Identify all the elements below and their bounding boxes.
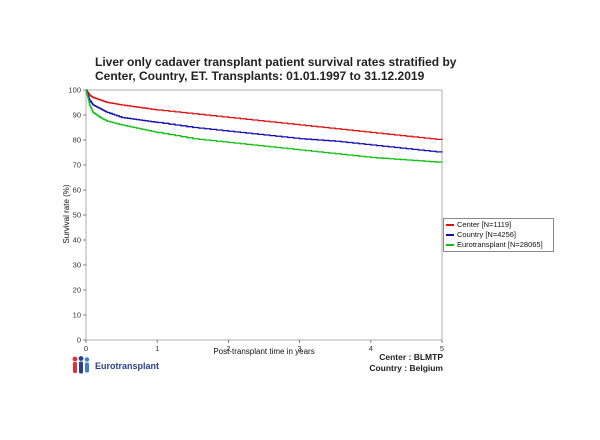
y-tick-label: 50: [73, 211, 81, 220]
logo-text: Eurotransplant: [95, 361, 160, 371]
x-tick-label: 4: [369, 344, 373, 353]
y-tick-label: 80: [73, 136, 81, 145]
y-axis-label: Survival rate (%): [62, 184, 71, 243]
y-tick-label: 40: [73, 236, 81, 245]
y-tick-label: 30: [73, 261, 81, 270]
x-tick-label: 2: [226, 344, 230, 353]
y-tick-label: 20: [73, 286, 81, 295]
legend-label-eurotransplant: Eurotransplant [N=28065]: [457, 240, 543, 249]
chart-series: [85, 89, 443, 163]
chart-footer: Center : BLMTP Country : Belgium: [369, 352, 443, 374]
people-family-icon: [72, 356, 90, 374]
legend-label-country: Country [N=4256]: [457, 230, 516, 239]
y-tick-label: 90: [73, 111, 81, 120]
series-line-1: [85, 89, 443, 153]
y-tick-label: 70: [73, 161, 81, 170]
chart-legend: Center [N=1119] Country [N=4256] Eurotra…: [443, 218, 554, 252]
footer-center: Center : BLMTP: [379, 352, 443, 362]
eurotransplant-logo: Eurotransplant: [70, 355, 159, 377]
legend-swatch-eurotransplant: [446, 244, 454, 246]
legend-swatch-center: [446, 224, 454, 226]
series-line-0: [85, 89, 443, 141]
legend-item-eurotransplant: Eurotransplant [N=28065]: [446, 240, 551, 250]
chart-title-line-1: Liver only cadaver transplant patient su…: [95, 55, 457, 69]
chart-title: Liver only cadaver transplant patient su…: [95, 55, 475, 83]
y-tick-label: 60: [73, 186, 81, 195]
x-tick-label: 3: [298, 344, 302, 353]
x-tick-label: 1: [155, 344, 159, 353]
series-line-2: [85, 89, 443, 163]
legend-swatch-country: [446, 234, 454, 236]
y-tick-label: 0: [77, 336, 81, 345]
footer-country: Country : Belgium: [369, 363, 443, 373]
legend-item-country: Country [N=4256]: [446, 230, 551, 240]
chart-axes: 0 10 20 30 40 50 60 70 80 90 100 0 1 2 3 4 5: [68, 86, 444, 354]
x-tick-label: 0: [84, 344, 88, 353]
x-tick-label: 5: [440, 344, 444, 353]
chart-title-line-2: Center, Country, ET. Transplants: 01.01.…: [95, 69, 425, 83]
y-tick-label: 10: [73, 311, 81, 320]
legend-label-center: Center [N=1119]: [457, 220, 512, 229]
legend-item-center: Center [N=1119]: [446, 220, 551, 230]
x-axis-label: Post-transplant time in years: [213, 347, 314, 356]
y-tick-label: 100: [68, 86, 81, 95]
